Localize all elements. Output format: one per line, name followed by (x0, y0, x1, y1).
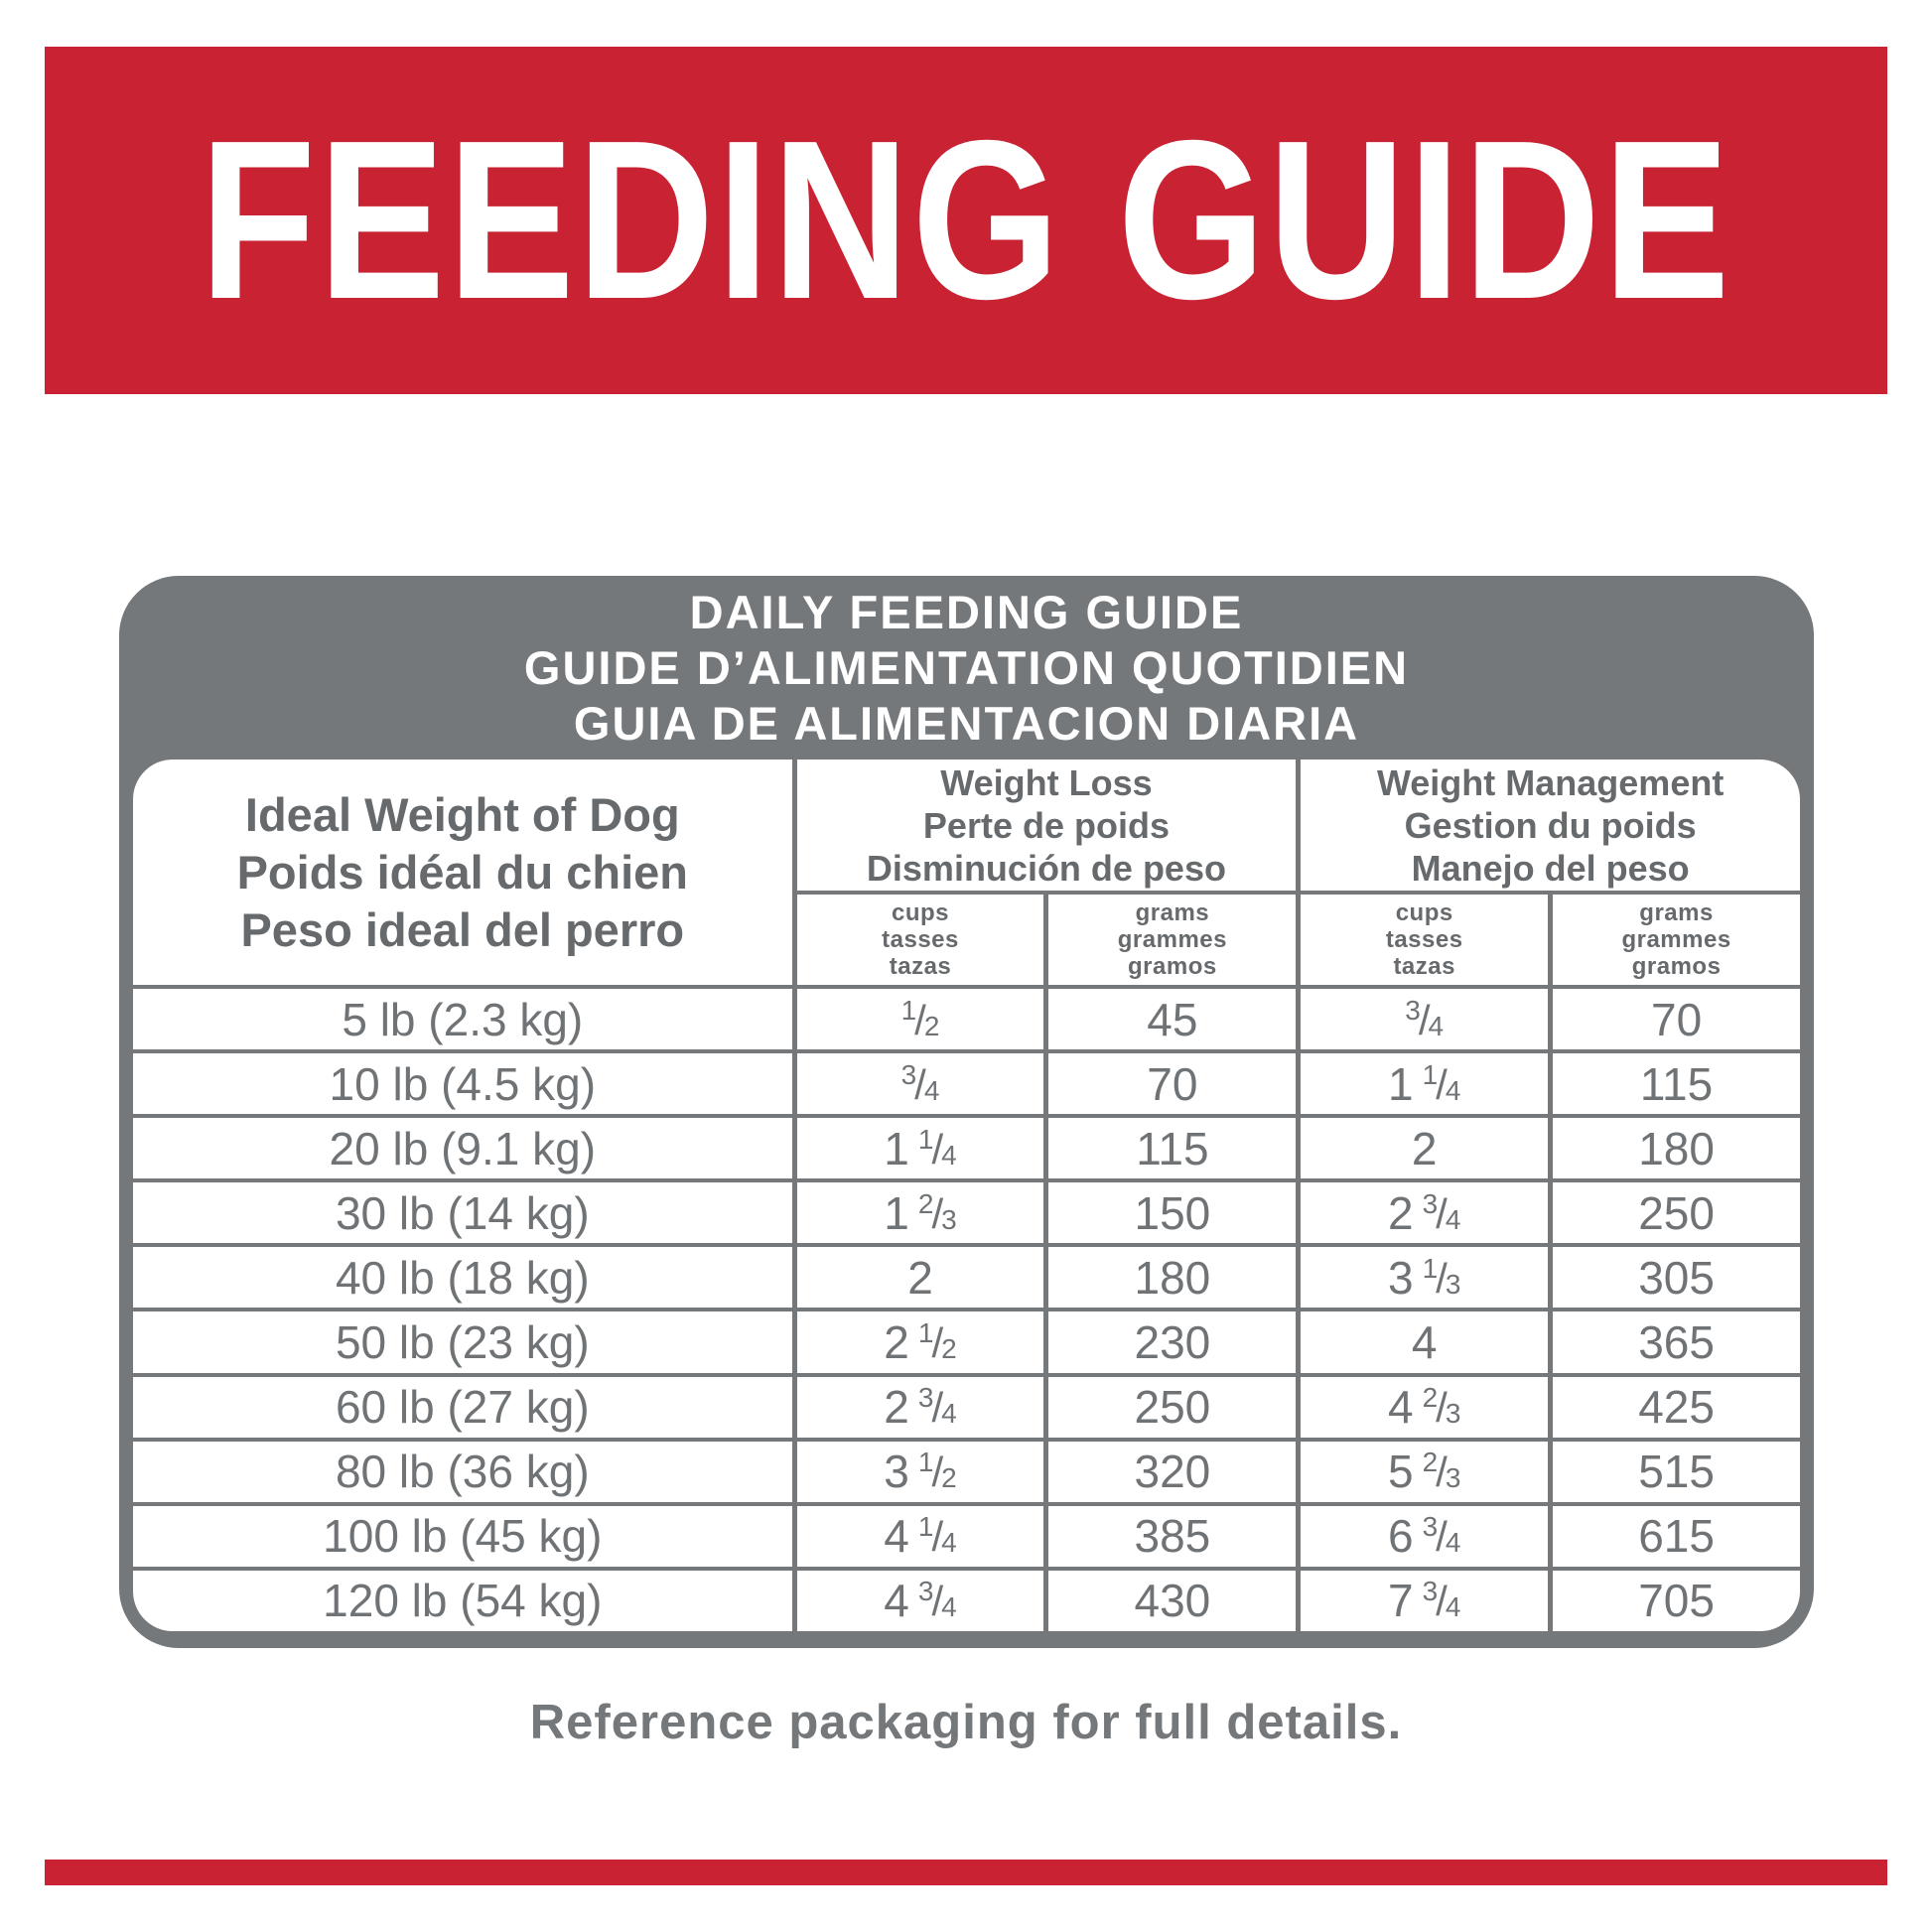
weight-loss-cups-cell: 2 3/4 (796, 1376, 1044, 1438)
weight-management-line-fr: Gestion du poids (1404, 804, 1697, 846)
daily-feeding-guide-card: DAILY FEEDING GUIDE GUIDE D’ALIMENTATION… (119, 576, 1814, 1648)
weight-loss-grams-cell: 115 (1048, 1118, 1297, 1179)
weight-loss-grams-cell: 250 (1048, 1376, 1297, 1438)
weight-loss-grams-cell: 430 (1048, 1570, 1297, 1631)
weight-management-grams-cell: 515 (1553, 1441, 1800, 1502)
weight-management-cups-cell: 5 2/3 (1301, 1441, 1549, 1502)
weight-cell: 40 lb (18 kg) (133, 1247, 792, 1309)
weight-management-grams-cell: 180 (1553, 1118, 1800, 1179)
weight-management-cups-cell: 2 3/4 (1301, 1182, 1549, 1244)
weight-cell: 120 lb (54 kg) (133, 1570, 792, 1631)
weight-management-header-cell: Weight Management Gestion du poids Manej… (1301, 759, 1800, 891)
weight-loss-cups-cell: 4 1/4 (796, 1505, 1044, 1567)
weight-management-cups-header: cups tasses tazas (1301, 895, 1549, 985)
weight-loss-line-en: Weight Loss (940, 761, 1153, 803)
weight-management-grams-cell: 705 (1553, 1570, 1800, 1631)
weight-loss-grams-header: grams grammes gramos (1048, 895, 1297, 985)
weight-management-cups-cell: 3 1/3 (1301, 1247, 1549, 1309)
cups-label-fr: tasses (1385, 926, 1463, 953)
weight-management-grams-header: grams grammes gramos (1553, 895, 1800, 985)
weight-management-cups-cell: 1 1/4 (1301, 1053, 1549, 1115)
feeding-guide-banner: FEEDING GUIDE (45, 47, 1887, 394)
weight-loss-grams-cell: 180 (1048, 1247, 1297, 1309)
weight-header-line-en: Ideal Weight of Dog (244, 787, 680, 841)
weight-management-cups-cell: 2 (1301, 1118, 1549, 1179)
card-title: DAILY FEEDING GUIDE GUIDE D’ALIMENTATION… (119, 576, 1814, 759)
grams-label-es: gramos (1631, 953, 1722, 980)
weight-header-cell: Ideal Weight of Dog Poids idéal du chien… (133, 759, 792, 985)
weight-loss-cups-cell: 1 1/4 (796, 1118, 1044, 1179)
weight-loss-grams-cell: 45 (1048, 989, 1297, 1050)
weight-management-grams-cell: 115 (1553, 1053, 1800, 1115)
weight-loss-header-cell: Weight Loss Perte de poids Disminución d… (796, 759, 1297, 891)
card-title-line-es: GUIA DE ALIMENTACION DIARIA (573, 696, 1360, 750)
weight-cell: 100 lb (45 kg) (133, 1505, 792, 1567)
weight-loss-grams-cell: 320 (1048, 1441, 1297, 1502)
weight-loss-cups-cell: 2 1/2 (796, 1311, 1044, 1373)
weight-cell: 80 lb (36 kg) (133, 1441, 792, 1502)
grams-label-fr: grammes (1117, 926, 1227, 953)
weight-loss-grams-cell: 150 (1048, 1182, 1297, 1244)
weight-loss-cups-cell: 3/4 (796, 1053, 1044, 1115)
card-title-line-en: DAILY FEEDING GUIDE (689, 585, 1244, 638)
weight-cell: 30 lb (14 kg) (133, 1182, 792, 1244)
cups-label-es: tazas (1393, 953, 1455, 980)
weight-header-line-fr: Poids idéal du chien (236, 845, 688, 898)
cups-label-es: tazas (889, 953, 952, 980)
weight-loss-grams-cell: 385 (1048, 1505, 1297, 1567)
bottom-red-strip (45, 1860, 1887, 1885)
weight-cell: 20 lb (9.1 kg) (133, 1118, 792, 1179)
weight-cell: 10 lb (4.5 kg) (133, 1053, 792, 1115)
weight-cell: 5 lb (2.3 kg) (133, 989, 792, 1050)
weight-loss-line-fr: Perte de poids (922, 804, 1170, 846)
weight-management-line-en: Weight Management (1376, 761, 1725, 803)
weight-management-grams-cell: 425 (1553, 1376, 1800, 1438)
weight-management-cups-cell: 4 2/3 (1301, 1376, 1549, 1438)
weight-management-grams-cell: 70 (1553, 989, 1800, 1050)
grams-label-en: grams (1639, 899, 1714, 926)
weight-loss-cups-cell: 1 2/3 (796, 1182, 1044, 1244)
weight-management-cups-cell: 4 (1301, 1311, 1549, 1373)
grams-label-es: gramos (1128, 953, 1217, 980)
weight-management-cups-cell: 6 3/4 (1301, 1505, 1549, 1567)
weight-management-line-es: Manejo del peso (1411, 847, 1690, 889)
grams-label-fr: grammes (1621, 926, 1731, 953)
card-title-line-fr: GUIDE D’ALIMENTATION QUOTIDIEN (523, 640, 1410, 694)
cups-label-en: cups (892, 899, 950, 926)
weight-management-cups-cell: 7 3/4 (1301, 1570, 1549, 1631)
weight-management-grams-cell: 250 (1553, 1182, 1800, 1244)
feeding-table: Ideal Weight of Dog Poids idéal du chien… (133, 759, 1800, 1631)
weight-cell: 50 lb (23 kg) (133, 1311, 792, 1373)
weight-management-grams-cell: 365 (1553, 1311, 1800, 1373)
cups-label-en: cups (1395, 899, 1453, 926)
weight-management-grams-cell: 615 (1553, 1505, 1800, 1567)
weight-loss-grams-cell: 230 (1048, 1311, 1297, 1373)
weight-loss-cups-cell: 1/2 (796, 989, 1044, 1050)
weight-loss-grams-cell: 70 (1048, 1053, 1297, 1115)
weight-management-grams-cell: 305 (1553, 1247, 1800, 1309)
weight-header-line-es: Peso ideal del perro (240, 902, 685, 956)
grams-label-en: grams (1135, 899, 1210, 926)
weight-loss-line-es: Disminución de peso (866, 847, 1226, 889)
weight-loss-cups-cell: 2 (796, 1247, 1044, 1309)
reference-note: Reference packaging for full details. (529, 1696, 1403, 1749)
weight-loss-cups-header: cups tasses tazas (796, 895, 1044, 985)
weight-cell: 60 lb (27 kg) (133, 1376, 792, 1438)
weight-management-cups-cell: 3/4 (1301, 989, 1549, 1050)
weight-loss-cups-cell: 3 1/2 (796, 1441, 1044, 1502)
cups-label-fr: tasses (882, 926, 959, 953)
weight-loss-cups-cell: 4 3/4 (796, 1570, 1044, 1631)
feeding-guide-banner-title: FEEDING GUIDE (200, 94, 1732, 346)
